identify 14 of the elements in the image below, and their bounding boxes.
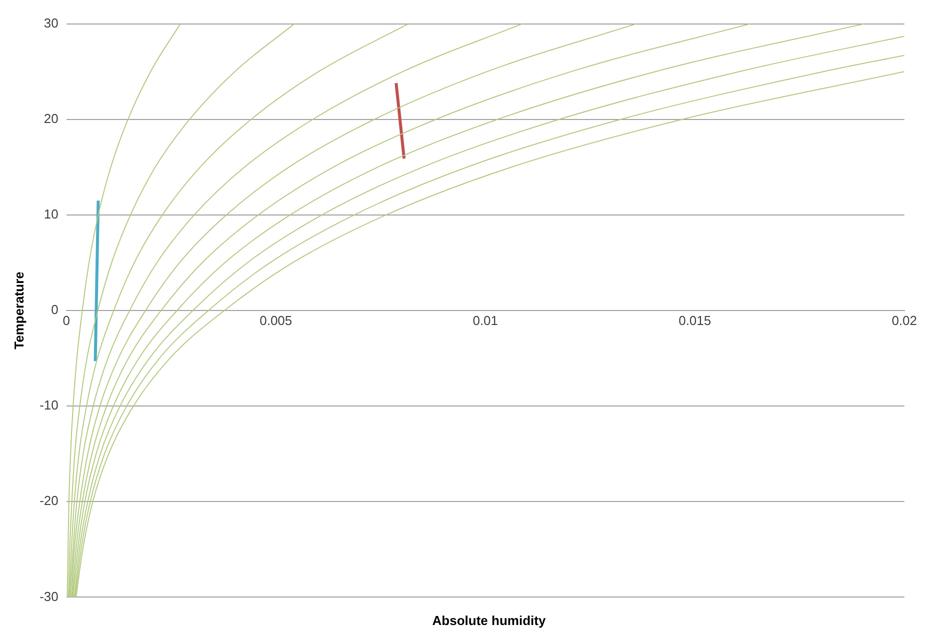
y-tick-label: 30 — [44, 15, 58, 30]
y-tick-label: -10 — [40, 398, 58, 413]
y-tick-label: 0 — [51, 302, 58, 318]
y-tick-label: 10 — [44, 206, 58, 222]
x-tick-label: 0.02 — [892, 312, 918, 328]
x-tick-label: 0.015 — [678, 312, 712, 328]
y-axis-title: Temperature — [11, 272, 26, 350]
x-axis-title: Absolute humidity — [431, 613, 547, 628]
x-tick-label: 0.01 — [472, 312, 498, 328]
y-tick-label: 20 — [44, 110, 58, 126]
x-tick-label: 0 — [62, 312, 70, 328]
y-tick-label: -30 — [40, 588, 58, 604]
y-tick-label: -20 — [40, 493, 58, 508]
x-tick-label: 0.005 — [260, 312, 292, 328]
